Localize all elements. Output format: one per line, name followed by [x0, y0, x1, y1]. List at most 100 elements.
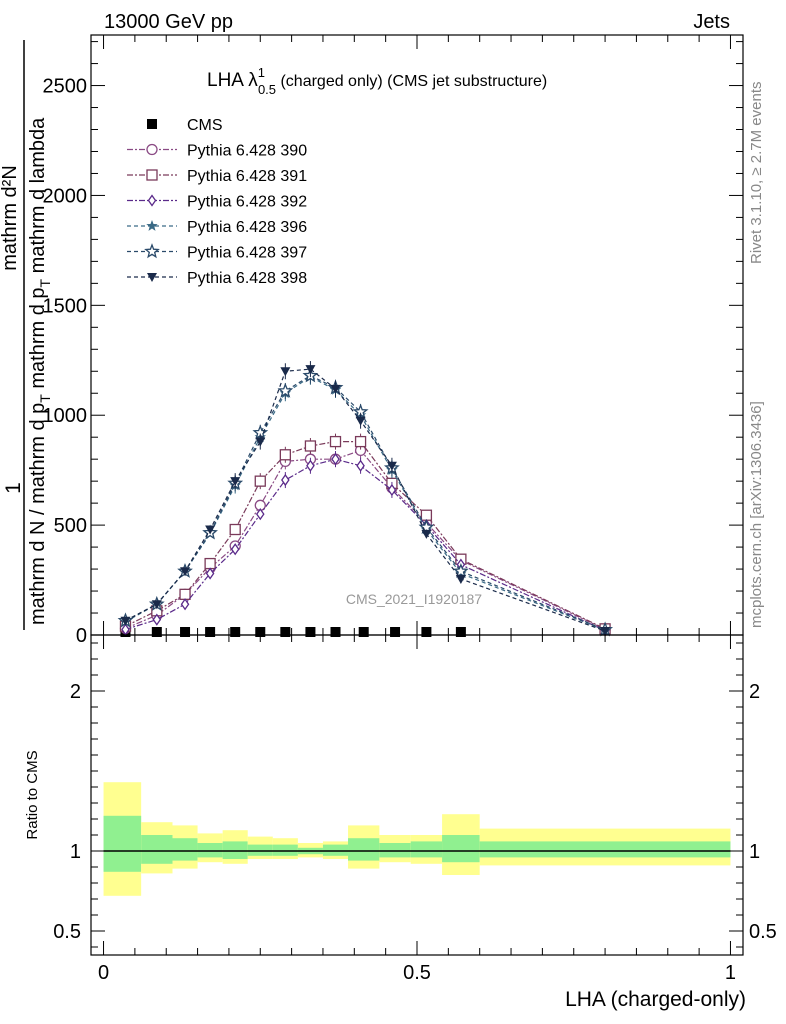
data-point [421, 627, 432, 637]
data-point [151, 627, 162, 637]
legend-marker [146, 169, 158, 181]
ratio-y-tick-label-right: 0.5 [749, 921, 777, 943]
uncertainty-band-inner [410, 841, 443, 858]
data-point [255, 507, 265, 521]
data-point [455, 574, 466, 584]
data-point [329, 435, 342, 448]
data-point [305, 365, 316, 375]
data-point [230, 627, 241, 637]
y-tick-label: 500 [54, 515, 87, 537]
data-point [254, 475, 266, 487]
chart-title: LHA λ1 0.5 (charged only) (CMS jet substr… [207, 65, 547, 97]
legend: CMS Pythia 6.428 390 Pythia 6.428 391 Pythi… [127, 117, 307, 287]
legend-label: Pythia 6.428 397 [187, 245, 307, 262]
data-point [229, 523, 241, 536]
y-tick-label: 1500 [43, 295, 88, 317]
watermark: CMS_2021_I1920187 [346, 591, 482, 607]
data-point [230, 477, 241, 487]
uncertainty-band-inner [479, 841, 731, 858]
legend-label: Pythia 6.428 396 [187, 219, 307, 236]
legend-item: CMS [147, 117, 223, 134]
y-tick-label: 1000 [43, 405, 88, 427]
legend-label: Pythia 6.428 390 [187, 143, 307, 160]
header-left: 13000 GeV pp [104, 11, 233, 33]
legend-item: Pythia 6.428 396 [127, 219, 307, 236]
title-sup: 1 [258, 65, 265, 80]
uncertainty-band-inner [348, 838, 380, 861]
ratio-y-tick-label: 2 [70, 681, 81, 703]
x-axis-label: LHA (charged-only) [565, 988, 746, 1011]
main-ylabel: 1 mathrm d²N mathrm d N / mathrm d pT ma… [0, 40, 53, 630]
data-point [330, 384, 341, 394]
data-point [358, 627, 369, 637]
series-line [125, 368, 606, 632]
data-point [151, 600, 162, 610]
main-series [117, 361, 614, 637]
data-point [355, 416, 366, 426]
mcplots-label: mcplots.cern.ch [arXiv:1306.3436] [748, 401, 765, 628]
header-right: Jets [693, 11, 730, 33]
data-point [180, 567, 191, 577]
legend-label: Pythia 6.428 398 [187, 270, 307, 287]
legend-item: Pythia 6.428 392 [127, 194, 307, 211]
legend-item: Pythia 6.428 398 [127, 270, 307, 287]
legend-marker [146, 143, 158, 156]
data-point [280, 367, 291, 377]
legend-label: CMS [187, 117, 223, 134]
data-point [277, 382, 294, 398]
y-tick-label: 2000 [43, 185, 88, 207]
data-point [455, 627, 466, 637]
data-point [120, 616, 131, 626]
main-axes: 0 500 1000 1500 2000 2500 [43, 35, 743, 647]
data-point [354, 435, 367, 448]
data-point [205, 627, 216, 637]
y-tick-label: 2500 [43, 76, 88, 98]
x-tick-label: 0 [98, 962, 109, 984]
data-point [387, 483, 397, 497]
ratio-y-tick-label: 1 [70, 841, 81, 863]
ratio-ylabel: Ratio to CMS [24, 750, 41, 839]
title-sub: 0.5 [258, 82, 276, 97]
data-point [390, 627, 401, 637]
ylabel-one: 1 [2, 482, 25, 494]
series-6 [120, 361, 611, 637]
legend-item: Pythia 6.428 391 [127, 168, 307, 185]
data-point [386, 461, 397, 471]
uncertainty-band-inner [172, 838, 198, 861]
uncertainty-band-inner [222, 841, 248, 859]
legend-marker [147, 273, 157, 282]
data-point [205, 525, 216, 535]
data-point [204, 557, 216, 570]
rivet-label: Rivet 3.1.10, ≥ 2.7M events [748, 82, 765, 265]
ratio-y-tick-label: 0.5 [53, 921, 81, 943]
data-point [255, 437, 266, 447]
data-point [180, 627, 191, 637]
uncertainty-band-inner [141, 835, 173, 864]
legend-marker [146, 220, 158, 231]
legend-item: Pythia 6.428 397 [127, 243, 307, 262]
uncertainty-band-inner [379, 843, 411, 858]
legend-label: Pythia 6.428 391 [187, 168, 307, 185]
ylabel-numerator: mathrm d²N [0, 165, 21, 271]
legend-item: Pythia 6.428 390 [127, 143, 307, 160]
ratio-axes: 0.5 0.5 1 1 2 2 0 0.5 1 [53, 635, 777, 984]
data-point [205, 567, 215, 580]
data-point [356, 459, 365, 472]
uncertainty-band-inner [103, 815, 142, 872]
uncertainty-band-inner [197, 843, 223, 858]
uncertainty-band-inner [322, 844, 349, 856]
data-point [305, 627, 316, 637]
data-point [180, 598, 190, 611]
legend-marker [144, 243, 160, 259]
legend-marker [147, 194, 157, 207]
ylabel-denominator: mathrm d N / mathrm d pT mathrm d pT mat… [27, 117, 53, 625]
data-point [280, 627, 291, 637]
data-point [281, 473, 290, 487]
data-point [420, 509, 433, 521]
legend-label: Pythia 6.428 392 [187, 194, 307, 211]
ratio-bands [103, 782, 731, 896]
ratio-panel: 0.5 0.5 1 1 2 2 0 0.5 1 Ratio to CMS LHA (charge… [24, 634, 777, 1011]
data-point [152, 613, 162, 626]
series-3 [121, 451, 610, 637]
